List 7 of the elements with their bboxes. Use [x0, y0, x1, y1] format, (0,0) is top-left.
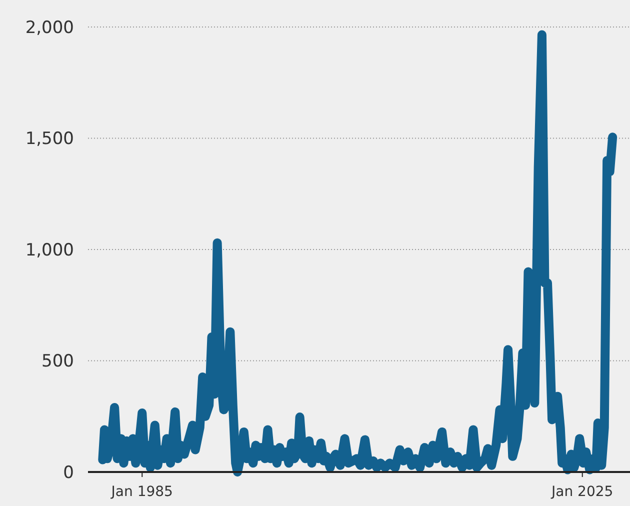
y-tick-label: 0 [63, 462, 74, 483]
y-tick-label: 1,000 [25, 240, 74, 260]
x-tick-label: Jan 2025 [550, 484, 614, 500]
x-tick-label: Jan 1985 [110, 484, 173, 500]
y-tick-label: 1,500 [25, 129, 74, 150]
y-tick-label: 500 [42, 352, 74, 372]
y-tick-label: 2,000 [25, 18, 74, 38]
